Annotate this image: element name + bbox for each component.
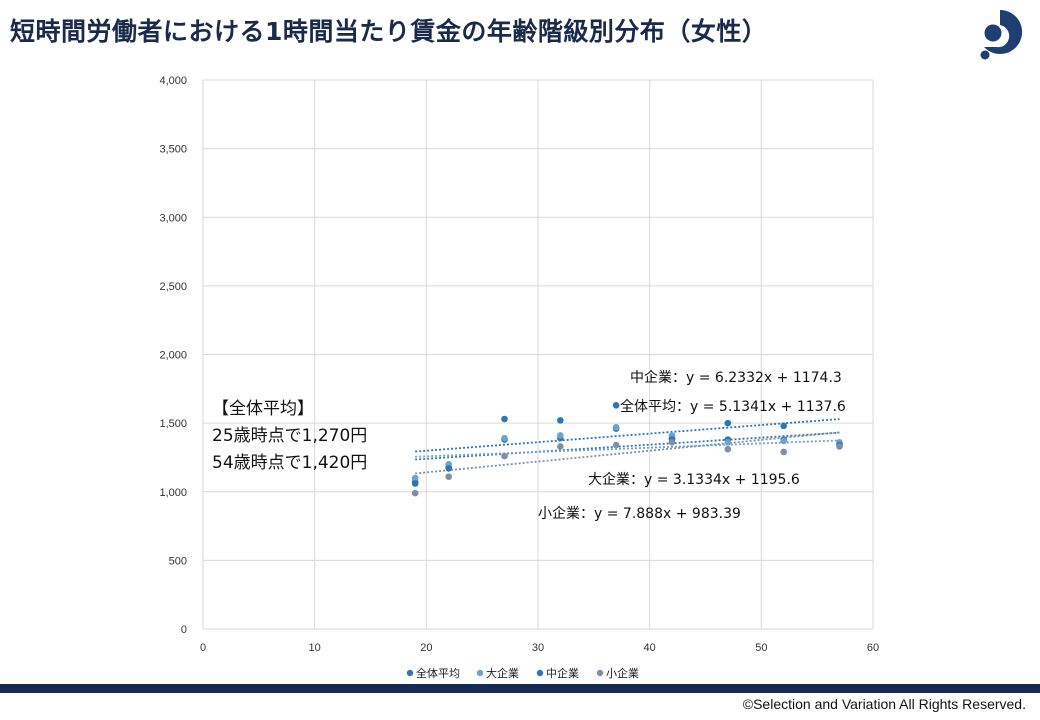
legend-marker [536, 669, 544, 677]
data-point [724, 419, 732, 427]
x-tick-label: 50 [755, 642, 767, 654]
data-point [668, 439, 676, 446]
trendline [415, 439, 840, 458]
data-point [445, 473, 452, 480]
x-tick-label: 60 [867, 642, 879, 654]
data-point [501, 434, 508, 442]
y-tick-label: 2,500 [159, 281, 187, 293]
data-point [612, 423, 620, 431]
data-point [612, 441, 620, 449]
legend-label: 小企業 [606, 666, 639, 680]
data-point [557, 432, 564, 439]
copyright-text: ©Selection and Variation All Rights Rese… [742, 696, 1026, 712]
data-point [557, 443, 564, 450]
data-point [445, 465, 452, 472]
data-point [501, 452, 508, 460]
average-callout: 【全体平均】 25歳時点で1,270円 54歳時点で1,420円 [212, 396, 367, 477]
trendline [415, 418, 840, 453]
data-point [612, 401, 620, 409]
footer-bar [0, 684, 1040, 693]
x-tick-label: 40 [644, 642, 656, 654]
legend-label: 中企業 [546, 666, 579, 680]
legend-label: 全体平均 [416, 666, 460, 680]
data-point [780, 437, 787, 445]
x-tick-label: 0 [200, 642, 206, 654]
x-tick-label: 30 [532, 642, 544, 654]
trendline-equation-label: 小企業：y = 7.888x + 983.39 [538, 505, 741, 522]
y-tick-label: 3,000 [159, 212, 187, 224]
y-tick-label: 1,000 [159, 487, 187, 499]
callout-age25: 25歳時点で1,270円 [212, 426, 368, 446]
trendline-equation-label: 全体平均：y = 5.1341x + 1137.6 [620, 398, 846, 415]
callout-age54: 54歳時点で1,420円 [212, 453, 368, 473]
y-tick-label: 3,500 [159, 144, 187, 156]
data-point [411, 489, 419, 497]
legend-marker [476, 669, 484, 677]
y-tick-label: 2,000 [159, 350, 187, 362]
x-tick-label: 20 [420, 642, 432, 654]
y-tick-label: 4,000 [159, 75, 187, 87]
data-point [411, 474, 419, 482]
y-tick-label: 1,500 [159, 418, 187, 430]
trendline [415, 431, 840, 475]
data-point [780, 448, 787, 456]
data-point [724, 439, 732, 446]
callout-heading: 【全体平均】 [212, 399, 314, 419]
legend-label: 大企業 [486, 666, 519, 680]
data-point [557, 417, 564, 424]
data-point [780, 422, 787, 430]
data-point [836, 443, 843, 450]
legend-marker [406, 669, 414, 677]
data-point [411, 480, 419, 487]
data-point [501, 415, 508, 423]
page-title: 短時間労働者における1時間当たり賃金の年齢階級別分布（女性） [10, 17, 768, 46]
trendline-equation-label: 中企業：y = 6.2332x + 1174.3 [630, 369, 842, 386]
trendline-equation-label: 大企業：y = 3.1334x + 1195.6 [588, 471, 800, 488]
y-tick-label: 0 [181, 624, 187, 636]
y-tick-label: 500 [169, 555, 187, 567]
legend-marker [596, 669, 604, 677]
data-point [724, 445, 732, 453]
trendline [415, 431, 840, 461]
x-tick-label: 10 [309, 642, 321, 654]
company-logo-icon [980, 9, 1023, 60]
